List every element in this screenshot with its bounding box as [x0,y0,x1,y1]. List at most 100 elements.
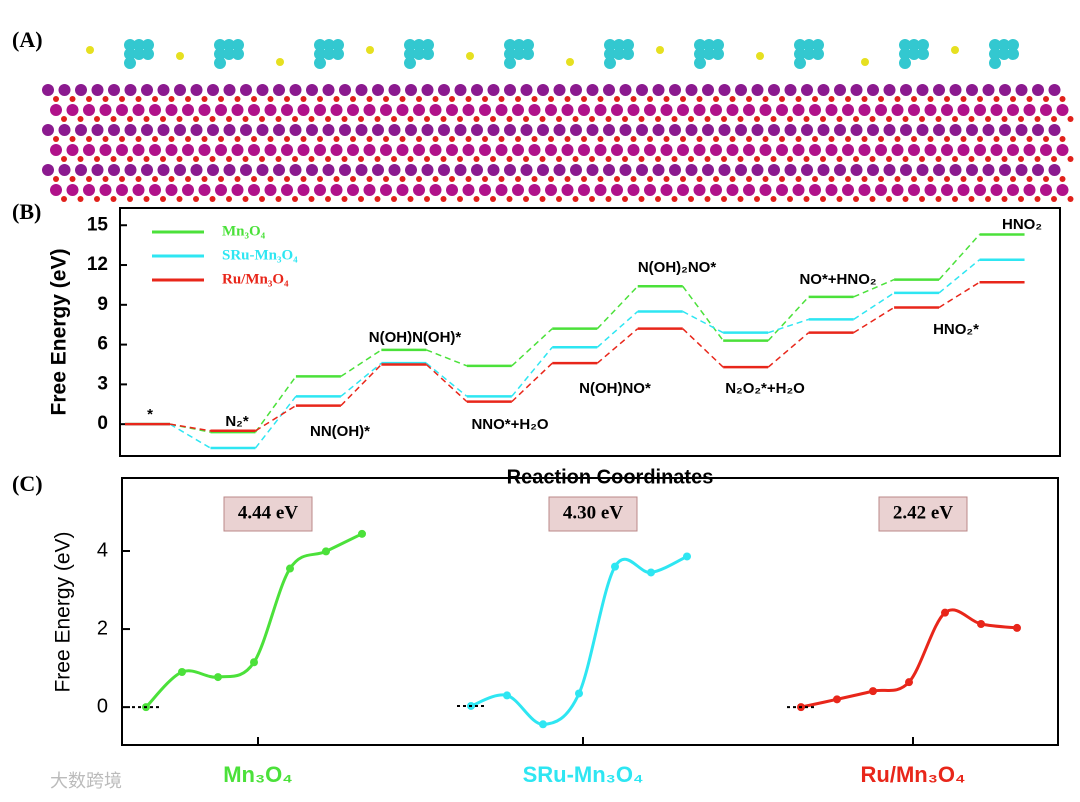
atom [66,104,79,116]
atom [143,156,150,162]
atom [636,124,648,136]
atom [779,176,785,182]
atom [214,48,226,60]
atom [102,136,109,142]
point [977,619,985,628]
atom [660,144,673,156]
atom [924,144,937,156]
atom [149,144,161,156]
atom [391,196,397,202]
connector [254,375,297,433]
atom [176,156,183,162]
atom [762,136,769,142]
atom [198,184,211,196]
atom [297,104,310,116]
atom [834,84,846,96]
atom [242,196,249,202]
atom [465,96,472,102]
atom [883,84,896,96]
atom [75,84,87,96]
atom [604,48,616,60]
connector [596,310,639,348]
atom [231,104,244,116]
atom [794,57,806,69]
atom [323,48,335,60]
atom [917,39,929,51]
atom [858,184,871,196]
atom [746,136,752,142]
atom [982,84,995,96]
atom [116,144,128,156]
atom [185,176,191,182]
atom [993,176,1000,182]
atom [226,196,232,202]
atom [405,124,417,136]
atom [479,144,491,156]
atom [240,84,252,96]
point [941,608,949,617]
atom [1007,184,1019,196]
atom [539,116,546,122]
atom [165,104,178,116]
atom [347,144,359,156]
atom [869,116,876,122]
state-label: N(OH)N(OH)* [369,329,462,346]
atom [878,96,884,102]
atom [421,124,434,136]
atom [446,144,458,156]
atom [116,184,128,196]
atom [330,144,343,156]
annotation-box [878,496,968,532]
atom [671,156,678,162]
atom [751,124,764,136]
state-label: HNO₂* [933,321,979,338]
atom [165,184,178,196]
y-tick-label: 9 [97,294,108,315]
atom [812,48,824,60]
atom [77,116,84,122]
atom [413,39,425,51]
atom [446,104,458,116]
atom [795,96,802,102]
atom [746,176,752,182]
atom [803,48,815,60]
atom [165,144,178,156]
atom [91,84,104,96]
atom [142,39,154,51]
atom [803,39,815,51]
atom [825,184,838,196]
atom [1015,84,1028,96]
atom [273,84,285,96]
atom [680,176,686,182]
atom [407,156,414,162]
atom [604,57,616,69]
atom [449,96,455,102]
atom [696,96,703,102]
point [539,720,547,729]
atom [424,156,430,162]
atom [1034,116,1041,122]
atom [284,96,290,102]
atom [53,96,59,102]
atom [363,104,376,116]
atom [703,48,715,60]
atom [770,156,777,162]
panel-label: (B) [12,199,41,224]
atom [982,124,995,136]
atom [1048,84,1061,96]
atom [900,164,912,176]
connector [511,362,553,403]
point [358,529,366,538]
atom [644,104,656,116]
atom [157,164,170,176]
atom [490,196,496,202]
atom [232,48,244,60]
atom [232,39,244,51]
atom [685,84,698,96]
atom [515,136,521,142]
atom [214,39,226,51]
y-tick-label: 6 [97,334,108,355]
atom [482,176,488,182]
connector [255,404,297,432]
atom [630,176,637,182]
